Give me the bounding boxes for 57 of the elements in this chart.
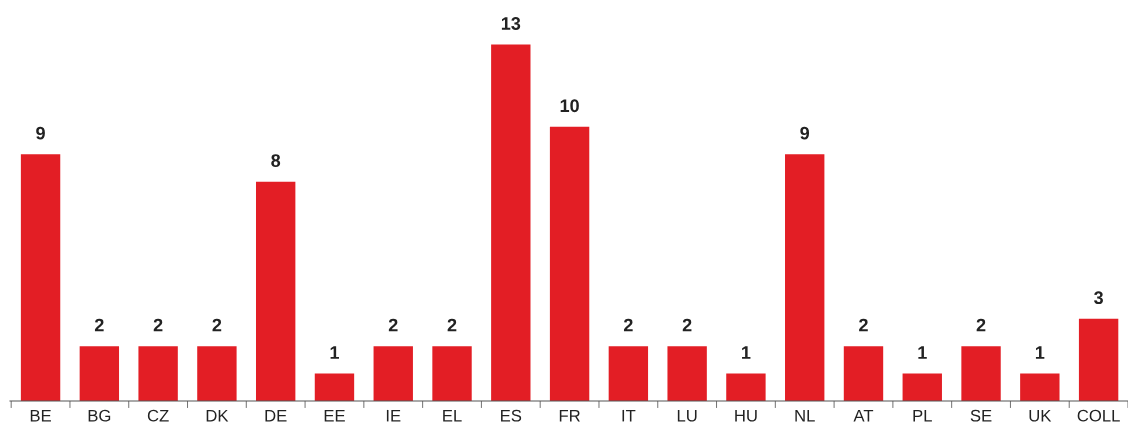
x-tick-label: DK [206,409,229,422]
data-label: 1 [918,346,927,359]
bar [314,373,355,401]
x-tick-label: FR [559,409,580,422]
bar [961,346,1001,401]
bar [667,346,707,401]
data-label: 1 [742,346,751,359]
data-label: 13 [501,17,521,30]
data-label: 2 [682,318,692,332]
data-label: 2 [447,318,457,332]
x-tick-label: AT [853,409,874,422]
data-label: 8 [271,154,281,167]
bar [785,154,825,401]
data-label: 9 [36,126,45,140]
data-label: 1 [330,346,339,359]
data-label: 2 [388,318,398,332]
x-tick-label: UK [1029,409,1052,422]
x-tick-label: HU [735,409,757,422]
x-tick-label: EE [324,409,345,422]
data-label: 2 [153,318,163,332]
x-tick-label: DE [265,409,287,422]
bar [1020,373,1060,401]
bar [20,154,61,401]
x-tick-label: SE [970,409,992,422]
x-tick-label: CZ [147,409,169,422]
bar [726,373,766,401]
x-tick-label: LU [677,409,697,422]
x-tick-label: IT [622,409,636,422]
data-label: 1 [1035,346,1045,359]
bar [432,346,472,401]
x-tick-label: ES [501,409,522,422]
data-label: 10 [560,99,579,113]
x-tick-label: NL [795,409,815,422]
data-label: 2 [212,318,222,332]
bar [843,346,884,401]
bar [197,346,237,401]
x-tick-label: COLL [1077,409,1120,422]
x-tick-label: PL [913,409,932,422]
data-label: 9 [800,126,810,140]
bar [79,346,120,401]
x-tick-label: EL [443,409,462,422]
data-label: 2 [859,318,868,332]
bar [608,346,649,401]
data-label: 2 [976,318,986,332]
x-tick-label: IE [386,409,401,422]
data-label: 2 [623,318,633,332]
x-tick-label: BG [88,409,111,422]
data-label: 3 [1094,291,1103,305]
bar [138,346,178,401]
bar [491,44,531,401]
bar [902,373,942,401]
x-tick-label: BE [30,409,51,422]
data-label: 2 [94,318,104,332]
bar [256,181,296,401]
bar [1078,318,1119,401]
bar [373,346,413,401]
bar [549,126,590,401]
